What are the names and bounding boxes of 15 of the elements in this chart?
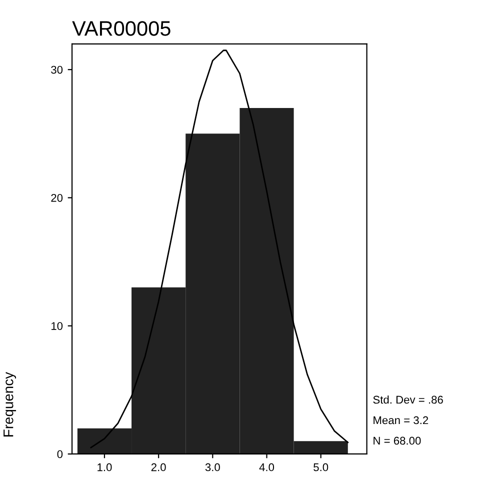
x-tick-label: 2.0 (151, 463, 166, 472)
x-tick-label: 3.0 (205, 463, 220, 472)
text: Mean = 3.2 (374, 416, 428, 424)
y-tick-label: 30 (51, 66, 63, 74)
chart-title: VAR00005 (72, 21, 170, 36)
x-tick-label: 4.0 (259, 463, 274, 472)
y-tick-label: 20 (51, 194, 63, 202)
y-tick-label: 10 (51, 322, 63, 330)
text: Std. Dev = .86 (373, 396, 443, 404)
x-tick-label: 1.0 (98, 463, 112, 472)
line-series (90, 50, 349, 448)
text: N = 68.00 (374, 436, 421, 445)
y-tick-label: 0 (57, 450, 63, 458)
y-axis-title: Frequency (4, 372, 16, 436)
x-tick-label: 5.0 (314, 463, 328, 472)
